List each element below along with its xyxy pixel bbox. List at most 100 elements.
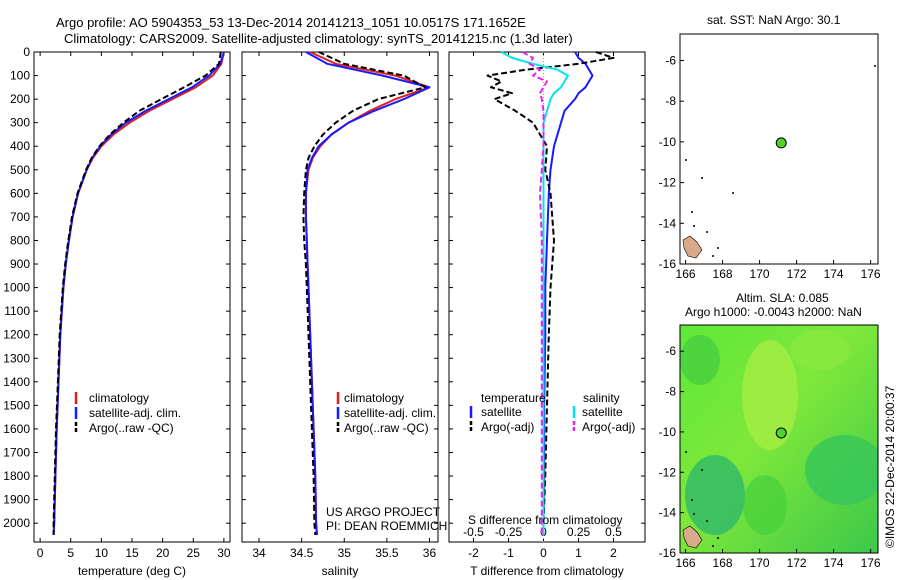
series-line-1 [52, 51, 225, 535]
island-dot [717, 537, 719, 539]
difference-legend: temperature salinity satellite Argo(-adj… [468, 391, 635, 527]
map-y-tick-label: -6 [665, 53, 676, 67]
map-y-tick-label: -10 [659, 135, 677, 149]
x-tick-label: 10 [95, 546, 109, 560]
map-y-tick-label: -16 [659, 546, 677, 560]
y-tick-label: 1000 [3, 281, 30, 295]
x2-tick-label: -0.5 [463, 525, 484, 539]
s-difference-axis-label: S difference from climatology [468, 513, 623, 527]
map-x-tick-label: 166 [676, 267, 696, 281]
map-x-tick-label: 172 [787, 556, 807, 570]
argo-float-marker [775, 427, 787, 439]
x-tick-label: 5 [67, 546, 74, 560]
map-x-tick-label: 168 [713, 267, 733, 281]
legend-label-s-satellite: satellite [582, 405, 623, 419]
series-line-1 [542, 51, 594, 535]
x-axis-label: T difference from climatology [470, 564, 624, 578]
series-line-3 [501, 51, 569, 535]
sla-low-patch [743, 475, 787, 535]
map-x-tick-label: 172 [787, 267, 807, 281]
island-dot [693, 225, 695, 227]
x-tick-label: -1 [503, 546, 514, 560]
sla-field [680, 325, 878, 553]
y-tick-label: 2000 [3, 516, 30, 530]
island-dot [717, 247, 719, 249]
series-line-1 [304, 51, 431, 535]
y-tick-label: 0 [23, 45, 30, 59]
map-y-tick-label: -10 [659, 425, 677, 439]
legend-label-satellite: satellite-adj. clim. [89, 406, 181, 420]
map-x-tick-label: 174 [824, 267, 844, 281]
legend-header-salinity: salinity [583, 391, 620, 405]
y-tick-label: 300 [10, 116, 30, 130]
x2-tick-label: -0.25 [495, 525, 523, 539]
salinity-plot-frame [241, 51, 439, 543]
pi-annotation: PI: DEAN ROEMMICH [326, 519, 447, 533]
island-landmass [682, 235, 703, 259]
x-tick-label: -2 [468, 546, 479, 560]
legend-label-climatology: climatology [89, 391, 149, 405]
map-y-tick-label: -14 [659, 216, 677, 230]
x-tick-label: 0 [37, 546, 44, 560]
x-tick-label: 15 [125, 546, 139, 560]
header-line2: Climatology: CARS2009. Satellite-adjuste… [64, 31, 573, 46]
island-dot [701, 177, 703, 179]
legend-header-temperature: temperature [481, 391, 546, 405]
y-tick-label: 1600 [3, 422, 30, 436]
sst-map-frame [679, 33, 879, 265]
island-dot [693, 513, 695, 515]
map-y-tick-label: -12 [659, 465, 677, 479]
y-tick-label: 1200 [3, 328, 30, 342]
island-dot [874, 65, 876, 67]
map-y-tick-label: -14 [659, 506, 677, 520]
project-annotation: US ARGO PROJECT [326, 505, 441, 519]
sla-map-axes: 166 168 170 172 174 176 -6 -8 -10 -12 -14 -16 [659, 344, 881, 570]
y-tick-label: 1700 [3, 445, 30, 459]
island-dot [732, 192, 734, 194]
sla-map-frame [679, 324, 879, 554]
island-dot [706, 231, 708, 233]
temperature-chart: 0100200300400500600700800900100011001200… [3, 45, 231, 578]
y-tick-label: 1800 [3, 469, 30, 483]
island-landmass [682, 525, 703, 549]
x-tick-label: 0 [540, 546, 547, 560]
map-x-tick-label: 174 [824, 556, 844, 570]
x2-tick-label: 0.25 [567, 525, 591, 539]
credit-text: ©IMOS 22-Dec-2014 20:00:37 [883, 385, 897, 548]
map-y-tick-label: -6 [665, 344, 676, 358]
difference-plot-frame [448, 51, 646, 543]
y-tick-label: 1400 [3, 375, 30, 389]
island-dot [691, 499, 693, 501]
island-dot [685, 451, 687, 453]
x-axis-label: salinity [322, 564, 359, 578]
series-line-2 [52, 51, 225, 535]
y-tick-label: 1500 [3, 398, 30, 412]
y-tick-label: 100 [10, 69, 30, 83]
sla-map: Altim. SLA: 0.085 Argo h1000: -0.0043 h2… [659, 291, 881, 570]
x-tick-label: 25 [187, 546, 201, 560]
x-tick-label: 35.5 [375, 546, 399, 560]
legend-label-argo: Argo(..raw -QC) [89, 421, 174, 435]
series-line-2 [486, 51, 615, 535]
x-tick-label: 36 [423, 546, 437, 560]
island-dot [706, 520, 708, 522]
difference-chart: -2 -1 0 1 2 T difference from climatology -0.5… [449, 51, 645, 578]
header-line1: Argo profile: AO 5904353_53 13-Dec-2014 … [56, 15, 526, 30]
map-y-tick-label: -8 [665, 94, 676, 108]
y-tick-label: 700 [10, 210, 30, 224]
island-dot [712, 255, 714, 257]
legend-label-t-argo: Argo(-adj) [481, 420, 534, 434]
x-tick-label: 35 [338, 546, 352, 560]
map-x-tick-label: 166 [676, 556, 696, 570]
legend-label-t-satellite: satellite [481, 405, 522, 419]
argo-float-marker [775, 137, 787, 149]
x-tick-label: 30 [217, 546, 231, 560]
map-x-tick-label: 176 [861, 556, 881, 570]
series-line-3 [52, 51, 222, 535]
x-tick-label: 34.5 [290, 546, 314, 560]
x-tick-label: 20 [156, 546, 170, 560]
map-x-tick-label: 176 [861, 267, 881, 281]
map-y-tick-label: -8 [665, 385, 676, 399]
y-tick-label: 1900 [3, 493, 30, 507]
